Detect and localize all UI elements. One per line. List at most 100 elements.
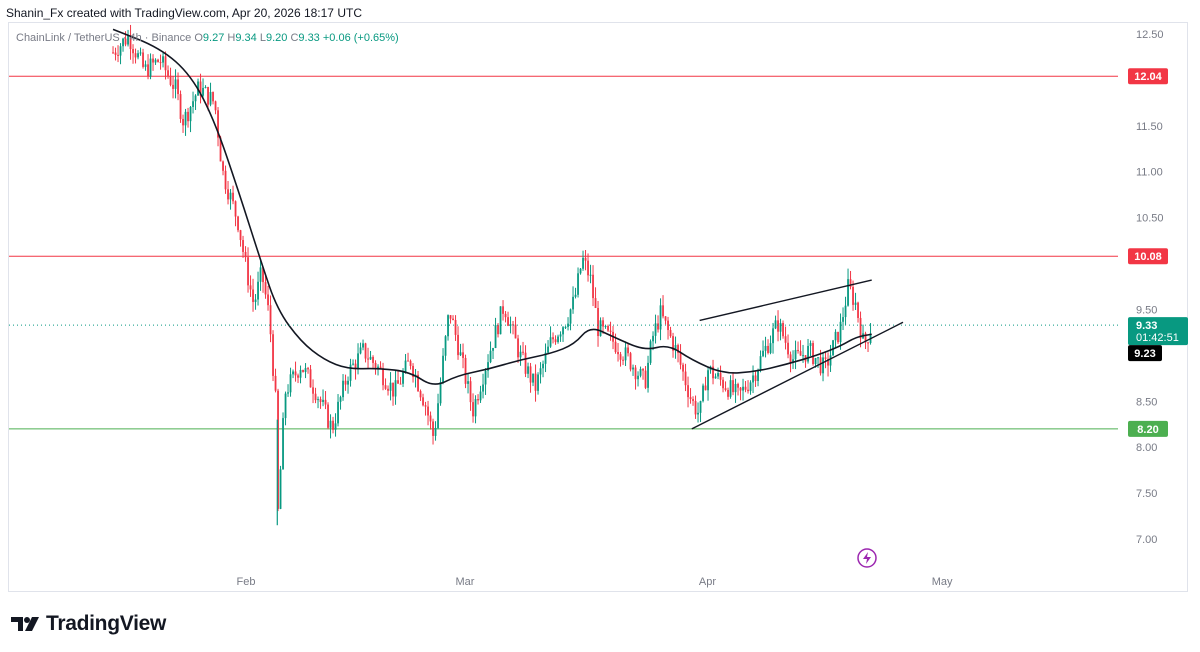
candle xyxy=(519,345,522,366)
candle-body xyxy=(784,336,787,343)
candle xyxy=(392,382,394,406)
chart-frame xyxy=(8,22,1188,592)
candle-body xyxy=(847,279,849,306)
candle-body xyxy=(637,375,639,380)
candle-body xyxy=(164,56,167,71)
candle xyxy=(217,107,219,147)
candle-body xyxy=(774,320,777,329)
candle xyxy=(634,365,637,390)
candle xyxy=(237,215,239,233)
candle xyxy=(319,396,322,409)
channel-lower-line[interactable] xyxy=(691,321,904,430)
candle xyxy=(454,315,457,341)
candle xyxy=(354,359,357,380)
candle xyxy=(667,316,669,340)
candle xyxy=(239,229,242,247)
candle xyxy=(302,369,304,373)
candle xyxy=(267,285,269,311)
candle xyxy=(174,69,177,99)
candle xyxy=(849,270,852,290)
candle-body xyxy=(384,385,387,389)
candle xyxy=(832,339,834,356)
candle-body xyxy=(457,334,459,356)
candle xyxy=(632,364,634,376)
candle-body xyxy=(742,386,744,391)
candle xyxy=(414,368,417,388)
candle-body xyxy=(277,390,279,509)
candle xyxy=(447,314,449,341)
candle xyxy=(322,389,324,407)
candle-body xyxy=(617,352,619,355)
candle-body xyxy=(419,391,422,398)
candle xyxy=(812,340,814,366)
candle-body xyxy=(337,401,339,424)
x-tick-label: May xyxy=(932,576,953,588)
candle-body xyxy=(817,357,819,359)
candle xyxy=(367,347,369,369)
candle xyxy=(582,250,584,271)
candle-body xyxy=(754,375,757,381)
candle-body xyxy=(782,322,784,337)
candle xyxy=(847,268,849,307)
candle xyxy=(114,47,117,61)
candle xyxy=(602,317,604,334)
candle xyxy=(547,340,549,354)
change-value: +0.06 (+0.65%) xyxy=(322,32,399,44)
candle-body xyxy=(304,368,307,372)
channel-upper-line[interactable] xyxy=(699,279,872,322)
y-tick-label: 11.00 xyxy=(1136,167,1163,179)
candle xyxy=(122,37,124,52)
candle xyxy=(222,160,224,176)
candle xyxy=(157,58,159,63)
candle xyxy=(712,359,714,385)
lightning-icon[interactable] xyxy=(857,548,877,568)
candle xyxy=(477,394,479,405)
candle-body xyxy=(339,397,342,402)
candle xyxy=(662,295,664,319)
price-chart[interactable]: 12.50 11.50 11.00 10.50 9.50 8.50 8.00 7.50 7.00… xyxy=(0,0,1200,600)
candle-body xyxy=(557,336,559,343)
candle xyxy=(459,343,462,357)
candle-body xyxy=(492,348,494,351)
candle-body xyxy=(499,306,502,335)
candle-body xyxy=(204,87,207,89)
candle xyxy=(597,300,599,347)
candle xyxy=(784,326,787,350)
candle-body xyxy=(779,322,782,332)
y-tick-label: 8.50 xyxy=(1136,396,1157,408)
candle-body xyxy=(797,349,799,352)
candle-body xyxy=(749,382,752,392)
candle-body xyxy=(642,368,644,371)
candle xyxy=(232,185,234,205)
candle-body xyxy=(264,282,267,295)
candle xyxy=(697,402,699,423)
candle-body xyxy=(329,420,332,428)
candle-body xyxy=(582,257,584,269)
candle xyxy=(207,86,209,111)
candle-body xyxy=(454,320,457,335)
candle-body xyxy=(444,336,447,356)
candle-body xyxy=(404,360,407,373)
candle-body xyxy=(579,268,582,274)
ascending-channel[interactable] xyxy=(691,279,904,430)
candle xyxy=(607,324,609,332)
candle-body xyxy=(722,379,724,389)
candle-body xyxy=(704,385,707,391)
candle-body xyxy=(257,281,259,300)
candle xyxy=(162,52,164,68)
candle-body xyxy=(837,331,839,343)
candle xyxy=(684,363,687,392)
candle xyxy=(552,332,554,344)
candle-body xyxy=(477,399,479,401)
candle xyxy=(489,341,492,364)
candle-body xyxy=(859,317,862,339)
candle xyxy=(754,370,757,387)
candle-body xyxy=(354,363,357,370)
candle-body xyxy=(737,383,739,388)
candle xyxy=(852,280,854,311)
candle xyxy=(804,355,807,368)
candle-body xyxy=(459,352,462,356)
tradingview-brand[interactable]: TradingView xyxy=(10,612,166,636)
candle xyxy=(822,353,824,382)
